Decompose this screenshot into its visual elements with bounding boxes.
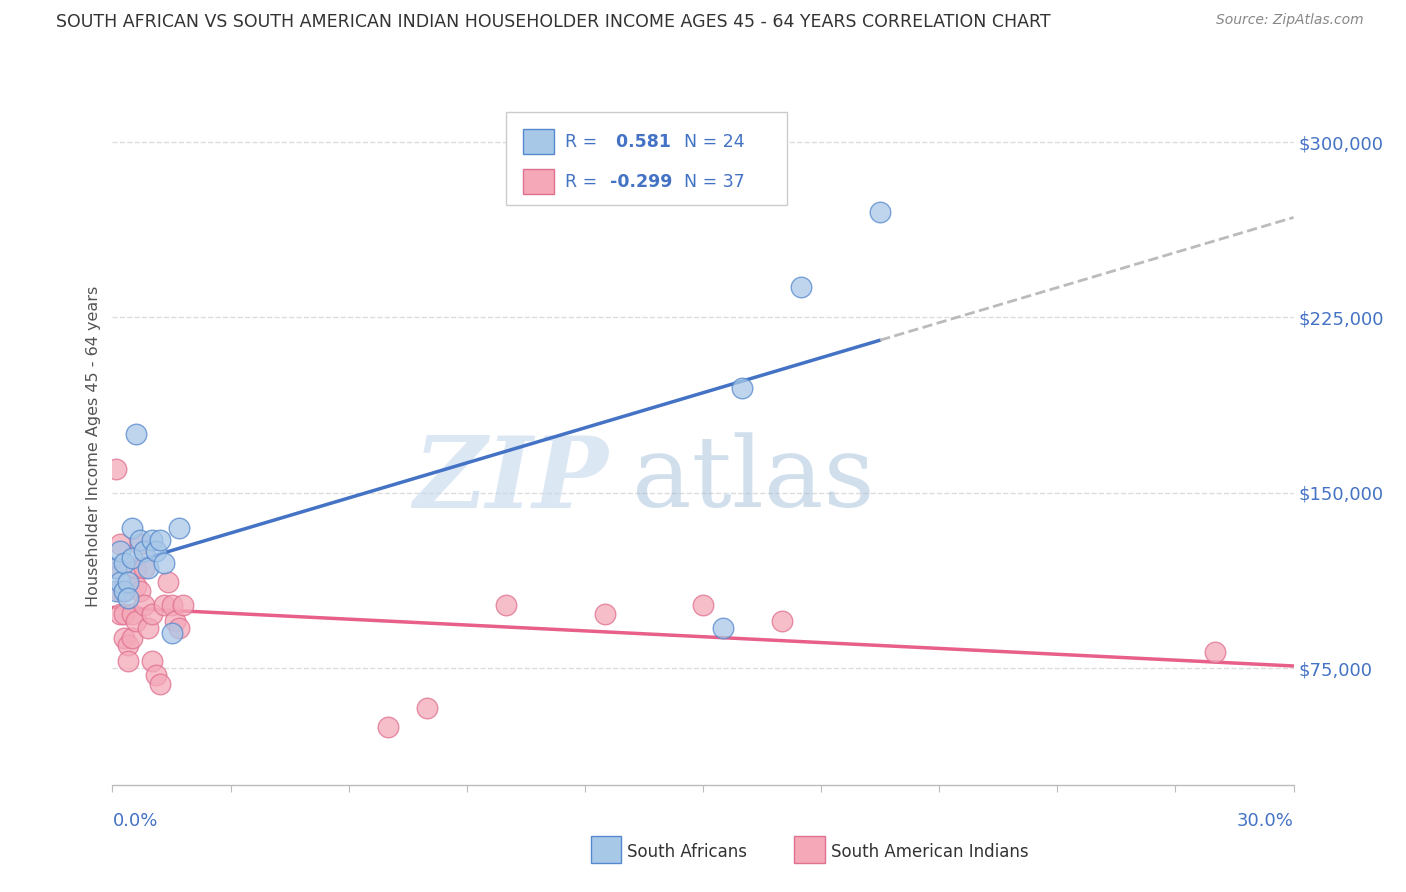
Point (141, 607, 163, 622)
Point (125, 560, 148, 574)
Point (149, 533, 172, 547)
Point (110, 574, 132, 589)
Point (105, 560, 128, 574)
Point (125, 427, 148, 442)
Point (169, 521, 191, 535)
Text: South American Indians: South American Indians (831, 843, 1029, 861)
Point (593, 607, 616, 622)
Text: R =: R = (565, 133, 603, 151)
Point (129, 537, 152, 551)
Point (790, 280, 813, 294)
Text: 0.0%: 0.0% (112, 812, 157, 830)
Point (129, 533, 152, 547)
Point (136, 621, 159, 635)
Point (145, 668, 167, 682)
Point (869, 205, 891, 219)
Text: 0.581: 0.581 (610, 133, 671, 151)
Point (152, 556, 174, 570)
Point (121, 521, 143, 535)
Point (112, 631, 135, 645)
Point (145, 544, 167, 558)
Point (141, 654, 163, 668)
Point (156, 574, 179, 589)
Point (132, 560, 155, 574)
Point (117, 654, 139, 668)
Point (125, 579, 148, 593)
Point (121, 551, 143, 566)
Point (770, 615, 793, 629)
Text: -0.299: -0.299 (610, 173, 672, 191)
Point (110, 583, 132, 598)
Point (112, 583, 135, 598)
Point (160, 598, 183, 612)
Text: ZIP: ZIP (413, 432, 609, 528)
Point (105, 462, 128, 476)
Text: Source: ZipAtlas.com: Source: ZipAtlas.com (1216, 13, 1364, 28)
Text: 30.0%: 30.0% (1237, 812, 1294, 830)
Text: atlas: atlas (633, 432, 875, 528)
Point (110, 537, 132, 551)
Point (132, 544, 155, 558)
Point (711, 621, 734, 635)
Point (129, 583, 152, 598)
Point (117, 638, 139, 652)
Point (172, 598, 194, 612)
Point (110, 607, 132, 622)
Point (1204, 645, 1226, 659)
Point (731, 380, 754, 394)
Point (152, 598, 174, 612)
Point (165, 615, 187, 629)
Point (121, 607, 143, 622)
Point (105, 583, 128, 598)
Point (160, 626, 183, 640)
Point (132, 598, 155, 612)
Text: SOUTH AFRICAN VS SOUTH AMERICAN INDIAN HOUSEHOLDER INCOME AGES 45 - 64 YEARS COR: SOUTH AFRICAN VS SOUTH AMERICAN INDIAN H… (56, 13, 1050, 31)
Text: N = 37: N = 37 (673, 173, 745, 191)
Point (117, 591, 139, 605)
Text: South Africans: South Africans (627, 843, 747, 861)
Text: R =: R = (565, 173, 603, 191)
Y-axis label: Householder Income Ages 45 - 64 years: Householder Income Ages 45 - 64 years (86, 285, 101, 607)
Point (495, 598, 517, 612)
Point (136, 560, 159, 574)
Point (121, 631, 143, 645)
Point (377, 719, 399, 733)
Point (149, 677, 172, 691)
Point (112, 607, 135, 622)
Point (105, 560, 128, 574)
Point (110, 544, 132, 558)
Point (416, 701, 439, 715)
Point (141, 533, 163, 547)
Point (112, 583, 135, 598)
Point (692, 598, 714, 612)
Point (169, 621, 191, 635)
Text: N = 24: N = 24 (673, 133, 745, 151)
Point (117, 574, 139, 589)
Point (112, 556, 135, 570)
Point (125, 615, 148, 629)
